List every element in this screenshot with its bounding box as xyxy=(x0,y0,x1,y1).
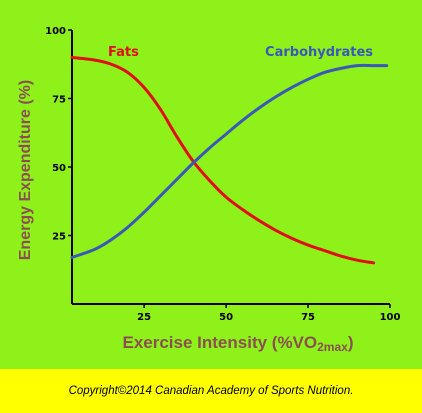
x-axis-title-end: ) xyxy=(348,333,354,352)
axes xyxy=(71,30,390,305)
series-lines xyxy=(70,55,389,265)
x-axis-title-main: Exercise Intensity (%VO xyxy=(122,333,317,352)
copyright-text: Copyright©2014 Canadian Academy of Sport… xyxy=(68,385,354,397)
y-tick-label: 75 xyxy=(52,95,66,106)
y-tick-label: 25 xyxy=(52,232,66,243)
chart-svg: 25 50 75 100 25 50 75 100 Fats Carbohydrates Exe… xyxy=(17,26,400,354)
chart: 25 50 75 100 25 50 75 100 Fats Carbohydrates Exe… xyxy=(17,26,400,354)
x-tick-label: 50 xyxy=(219,312,233,323)
y-axis-title: Energy Expenditure (%) xyxy=(17,80,34,260)
x-axis-title: Exercise Intensity (%VO2max) xyxy=(122,333,353,354)
carbohydrates-label: Carbohydrates xyxy=(265,45,373,60)
fats-line xyxy=(70,55,376,265)
x-tick-label: 75 xyxy=(301,312,315,323)
ticks: 25 50 75 100 25 50 75 100 xyxy=(45,26,400,323)
y-tick-label: 50 xyxy=(52,163,66,174)
x-axis-title-sub: 2max xyxy=(317,340,348,354)
x-tick-label: 25 xyxy=(137,312,151,323)
series-labels: Fats Carbohydrates xyxy=(108,45,373,60)
footer: Copyright©2014 Canadian Academy of Sport… xyxy=(0,369,422,413)
y-tick-label: 100 xyxy=(45,26,66,37)
x-tick-label: 100 xyxy=(380,312,401,323)
fats-label: Fats xyxy=(108,45,139,60)
carbohydrates-line xyxy=(70,63,389,259)
